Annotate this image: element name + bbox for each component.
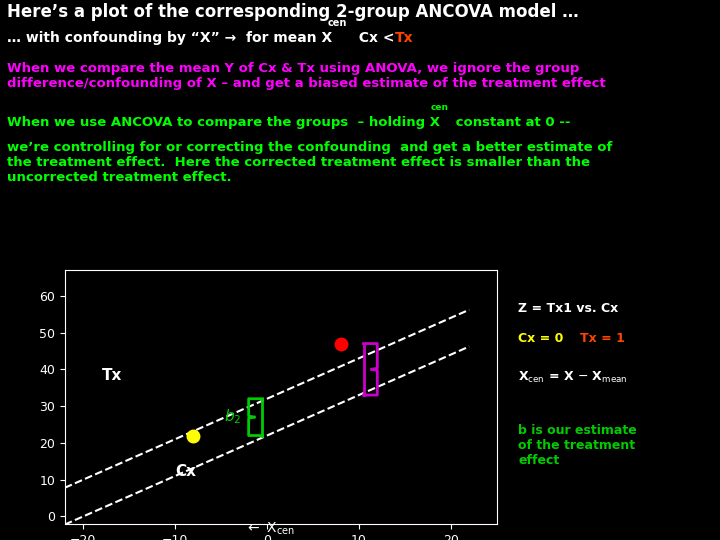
Text: constant at 0 --: constant at 0 -- <box>451 116 570 129</box>
Text: cen: cen <box>328 18 347 28</box>
Text: Cx: Cx <box>175 464 196 479</box>
Text: When we use ANCOVA to compare the groups  – holding X: When we use ANCOVA to compare the groups… <box>7 116 440 129</box>
Text: b is our estimate
of the treatment
effect: b is our estimate of the treatment effec… <box>518 424 637 467</box>
Text: Here’s a plot of the corresponding 2-group ANCOVA model …: Here’s a plot of the corresponding 2-gro… <box>7 3 579 21</box>
Text: Tx: Tx <box>102 368 122 383</box>
Text: cen: cen <box>431 103 449 112</box>
Text: Z = Tx1 vs. Cx: Z = Tx1 vs. Cx <box>518 302 618 315</box>
Text: Cx <: Cx < <box>349 31 400 45</box>
Text: $b_2$: $b_2$ <box>224 408 241 427</box>
Text: Tx = 1: Tx = 1 <box>580 332 624 345</box>
Text: we’re controlling for or correcting the confounding  and get a better estimate o: we’re controlling for or correcting the … <box>7 141 613 185</box>
Text: Tx: Tx <box>395 31 413 45</box>
Text: Cx = 0: Cx = 0 <box>518 332 572 345</box>
Text: X$_{\rm cen}$ = X $-$ X$_{\rm mean}$: X$_{\rm cen}$ = X $-$ X$_{\rm mean}$ <box>518 370 628 385</box>
Text: When we compare the mean Y of Cx & Tx using ANOVA, we ignore the group
differenc: When we compare the mean Y of Cx & Tx us… <box>7 62 606 90</box>
Text: … with confounding by “X” →  for mean X: … with confounding by “X” → for mean X <box>7 31 333 45</box>
Text: $\leftarrow$ X$_{\rm cen}$: $\leftarrow$ X$_{\rm cen}$ <box>245 521 295 537</box>
